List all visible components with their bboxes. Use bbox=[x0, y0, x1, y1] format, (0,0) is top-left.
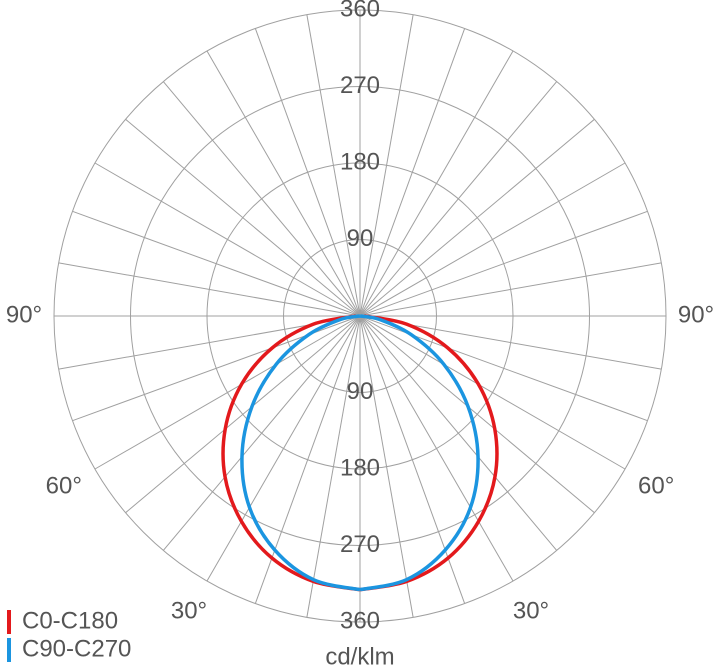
r-tick-label: 360 bbox=[340, 0, 380, 22]
r-tick-label: 180 bbox=[340, 454, 380, 481]
r-tick-label: 270 bbox=[340, 72, 380, 99]
legend-label: C0-C180 bbox=[22, 607, 118, 634]
intensity-curve bbox=[221, 314, 361, 592]
unit-label: cd/klm bbox=[325, 643, 394, 670]
r-tick-label: 90 bbox=[347, 378, 374, 405]
angle-tick-label: 90° bbox=[678, 301, 714, 328]
intensity-curve bbox=[240, 314, 361, 592]
legend-label: C90-C270 bbox=[22, 635, 131, 662]
angle-tick-label: 30° bbox=[513, 598, 549, 625]
intensity-curve bbox=[359, 314, 480, 592]
labels: 90 90 180 180 270 270 360 360 30° 30° 60° 60° 90° 90° bbox=[6, 0, 714, 634]
angle-tick-label: 60° bbox=[638, 472, 674, 499]
legend-swatch bbox=[7, 610, 11, 634]
grid-ring bbox=[130, 86, 590, 546]
r-tick-label: 90 bbox=[347, 225, 374, 252]
r-tick-label: 360 bbox=[340, 607, 380, 634]
curves bbox=[221, 314, 499, 592]
angle-tick-label: 30° bbox=[171, 598, 207, 625]
angle-tick-label: 90° bbox=[6, 301, 42, 328]
angle-tick-label: 60° bbox=[46, 472, 82, 499]
grid-ring bbox=[206, 162, 514, 470]
grid-ring bbox=[283, 239, 437, 393]
r-tick-label: 270 bbox=[340, 531, 380, 558]
intensity-curve bbox=[359, 314, 499, 592]
grid-ring bbox=[53, 9, 667, 623]
grid bbox=[53, 9, 667, 623]
legend-swatch bbox=[7, 638, 11, 662]
r-tick-label: 180 bbox=[340, 148, 380, 175]
